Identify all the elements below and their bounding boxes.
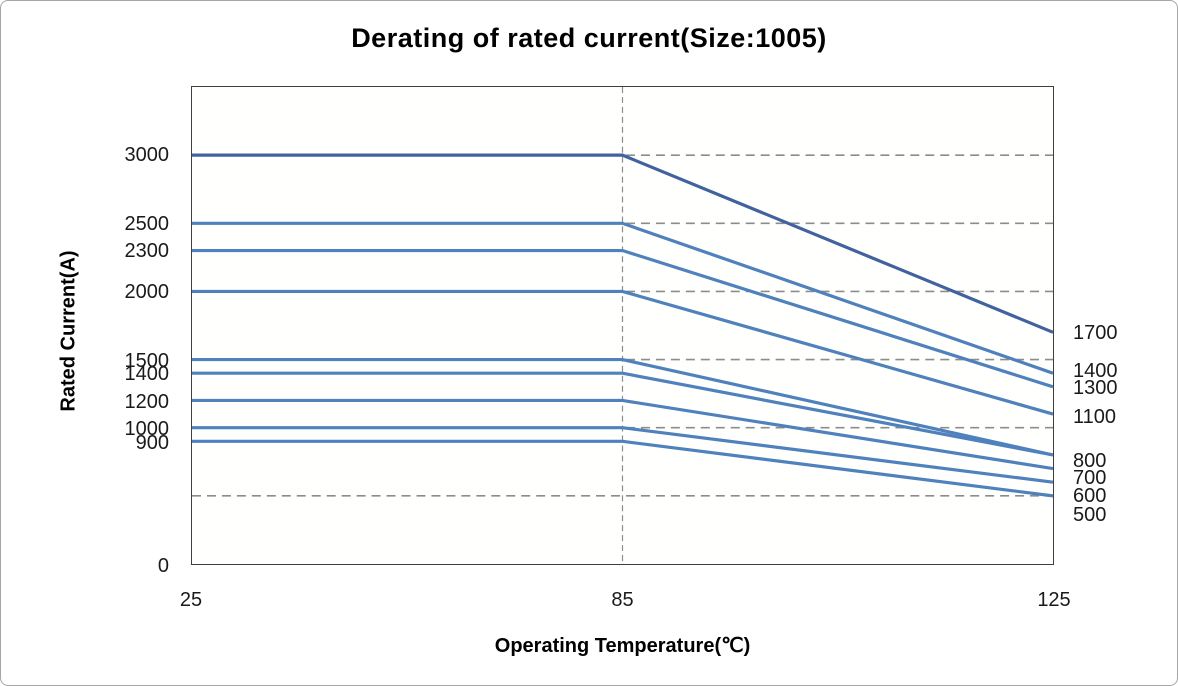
series-line-1000A [192, 426, 1053, 484]
y-tick-label-1000: 1000 [124, 418, 170, 441]
y-tick-label-1400: 1400 [124, 363, 170, 386]
y-tick-label-900: 900 [135, 431, 169, 454]
y-tick-label-1200: 1200 [124, 390, 170, 413]
y-tick-label-2300: 2300 [124, 240, 170, 263]
series-line-2000A [192, 289, 1053, 416]
plot-svg [192, 87, 1053, 564]
x-tick-label-125: 125 [1037, 589, 1071, 611]
series-line-3000A [192, 153, 1053, 334]
end-value-label-1700: 1700 [1073, 322, 1118, 344]
end-value-label-1400: 1400 [1073, 360, 1118, 382]
y-tick-label-0: 0 [157, 555, 169, 577]
series-line-900A [192, 439, 1053, 498]
end-value-label-700: 700 [1073, 467, 1107, 489]
plot-area [191, 86, 1054, 565]
series-end-value-labels: 1700 1400 1300 1100 800 700 600 500 [1073, 86, 1177, 586]
x-tick-label-85: 85 [611, 589, 634, 611]
end-value-label-800: 800 [1073, 450, 1107, 472]
chart-title: Derating of rated current(Size:1005) [351, 23, 827, 53]
y-axis-tick-labels: 3000 2500 2300 2000 1500 1400 1200 1000 900 0 [1, 86, 170, 576]
series-line-2500A [192, 221, 1053, 375]
x-axis-title: Operating Temperature(℃) [494, 635, 751, 657]
end-value-label-1100: 1100 [1073, 406, 1117, 428]
end-value-label-1300: 1300 [1073, 377, 1118, 399]
end-value-label-600: 600 [1073, 485, 1107, 507]
y-tick-label-1500: 1500 [124, 349, 170, 372]
series-line-1500A [192, 357, 1053, 457]
y-tick-label-2000: 2000 [124, 281, 170, 304]
series-line-2300A [192, 248, 1053, 389]
y-tick-label-2500: 2500 [124, 212, 170, 235]
end-value-label-500: 500 [1073, 504, 1107, 526]
x-tick-label-25: 25 [179, 589, 203, 611]
x-axis-tick-labels: 25 85 125 [180, 589, 1071, 615]
series-line-1200A [192, 398, 1053, 471]
y-tick-label-3000: 3000 [124, 144, 170, 167]
series-line-1400A [192, 371, 1053, 457]
